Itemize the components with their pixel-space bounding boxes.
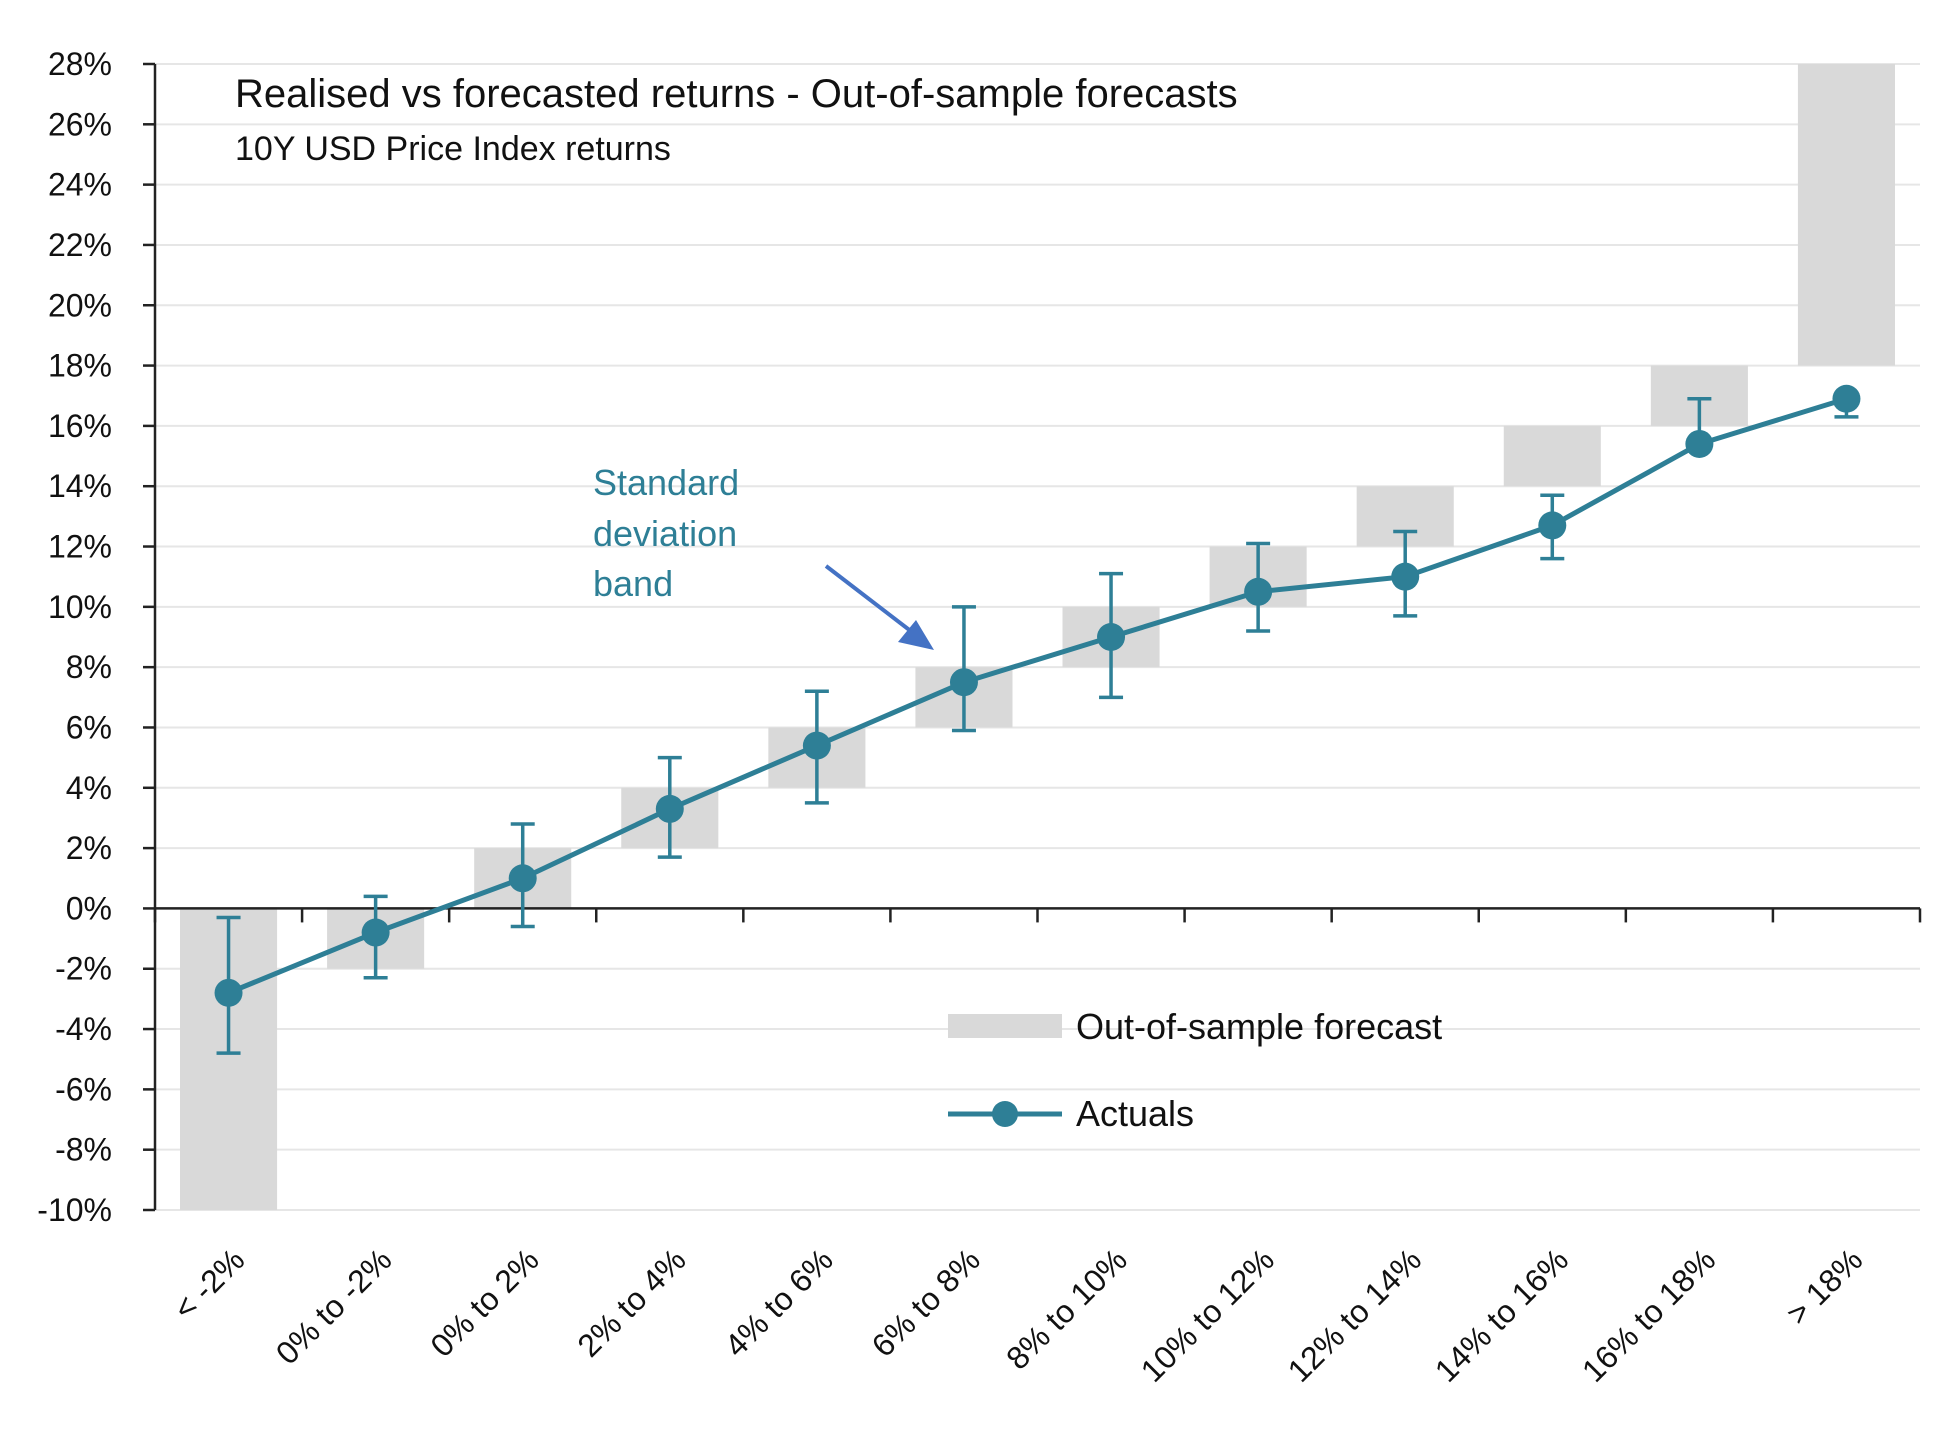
actuals-point (802, 731, 831, 760)
y-tick-label: 24% (48, 167, 112, 203)
y-tick-label: 20% (48, 287, 112, 323)
legend-label-actuals: Actuals (1076, 1093, 1194, 1134)
x-tick-label: 8% to 10% (999, 1241, 1134, 1376)
annotation: Standard deviation band (593, 462, 934, 650)
y-tick-label: 4% (66, 770, 112, 806)
x-tick-label: 14% to 16% (1428, 1241, 1575, 1388)
error-bars (216, 397, 1859, 1055)
y-tick-label: -10% (37, 1192, 112, 1228)
chart-subtitle: 10Y USD Price Index returns (235, 130, 671, 168)
y-tick-label: 28% (48, 46, 112, 82)
axes (143, 62, 1922, 1212)
annotation-arrow-head (898, 620, 934, 650)
actuals-point (1391, 562, 1420, 591)
x-tick-label: 16% to 18% (1575, 1241, 1722, 1388)
chart-title: Realised vs forecasted returns - Out-of-… (235, 72, 1238, 116)
forecast-bar (1503, 425, 1601, 487)
y-tick-label: -2% (55, 951, 112, 987)
actuals-point (214, 978, 243, 1007)
legend: Out-of-sample forecast Actuals (948, 1006, 1442, 1134)
legend-swatch-forecast (948, 1014, 1062, 1038)
actuals-series-line (227, 396, 1848, 996)
y-tick-label: 26% (48, 106, 112, 142)
y-tick-label: 14% (48, 468, 112, 504)
y-tick-label: -6% (55, 1071, 112, 1107)
actuals-point (949, 668, 978, 697)
actuals-point (1097, 623, 1126, 651)
annotation-line-3: band (593, 563, 673, 604)
legend-label-forecast: Out-of-sample forecast (1076, 1006, 1442, 1047)
y-tick-label: -8% (55, 1132, 112, 1168)
x-tick-label: 12% to 14% (1281, 1241, 1428, 1388)
actuals-point (508, 864, 537, 893)
actuals-point (1244, 577, 1273, 606)
y-tick-label: 8% (66, 649, 112, 685)
y-tick-labels: 28% 26% 24% 22% 20% 18% 16% 14% 12% 10% 8% 6% 4% 2% 0%… (37, 46, 112, 1228)
forecast-bar (1797, 64, 1895, 366)
x-tick-label: > 18% (1779, 1241, 1869, 1331)
x-tick-label: 2% to 4% (570, 1241, 692, 1363)
actuals-line (214, 384, 1861, 1007)
y-tick-label: 18% (48, 348, 112, 384)
actuals-point (1685, 429, 1714, 458)
actuals-point (655, 794, 684, 823)
legend-swatch-actuals-marker (992, 1101, 1018, 1127)
x-tick-label: 6% to 8% (865, 1241, 987, 1363)
y-tick-label: 2% (66, 830, 112, 866)
y-tick-label: 12% (48, 529, 112, 565)
x-tick-label: < -2% (166, 1241, 251, 1326)
x-tick-label: 0% to -2% (269, 1241, 399, 1371)
y-tick-label: 22% (48, 227, 112, 263)
actuals-point (1538, 511, 1567, 540)
x-tick-label: 4% to 6% (718, 1241, 840, 1363)
annotation-arrow (824, 564, 914, 634)
y-tick-label: -4% (55, 1011, 112, 1047)
x-tick-label: 0% to 2% (423, 1241, 545, 1363)
actuals-point (1832, 384, 1861, 413)
y-tick-label: 0% (66, 890, 112, 926)
x-tick-labels: < -2% 0% to -2% 0% to 2% 2% to 4% 4% to 6% 6%… (166, 1241, 1869, 1388)
y-tick-label: 6% (66, 709, 112, 745)
forecast-bars (180, 64, 1895, 1210)
actuals-point (361, 918, 390, 947)
y-tick-label: 16% (48, 408, 112, 444)
x-tick-label: 10% to 12% (1134, 1241, 1281, 1388)
grid-layer (155, 63, 1920, 1211)
annotation-line-2: deviation (593, 513, 737, 554)
y-tick-label: 10% (48, 589, 112, 625)
annotation-line-1: Standard (593, 462, 739, 503)
